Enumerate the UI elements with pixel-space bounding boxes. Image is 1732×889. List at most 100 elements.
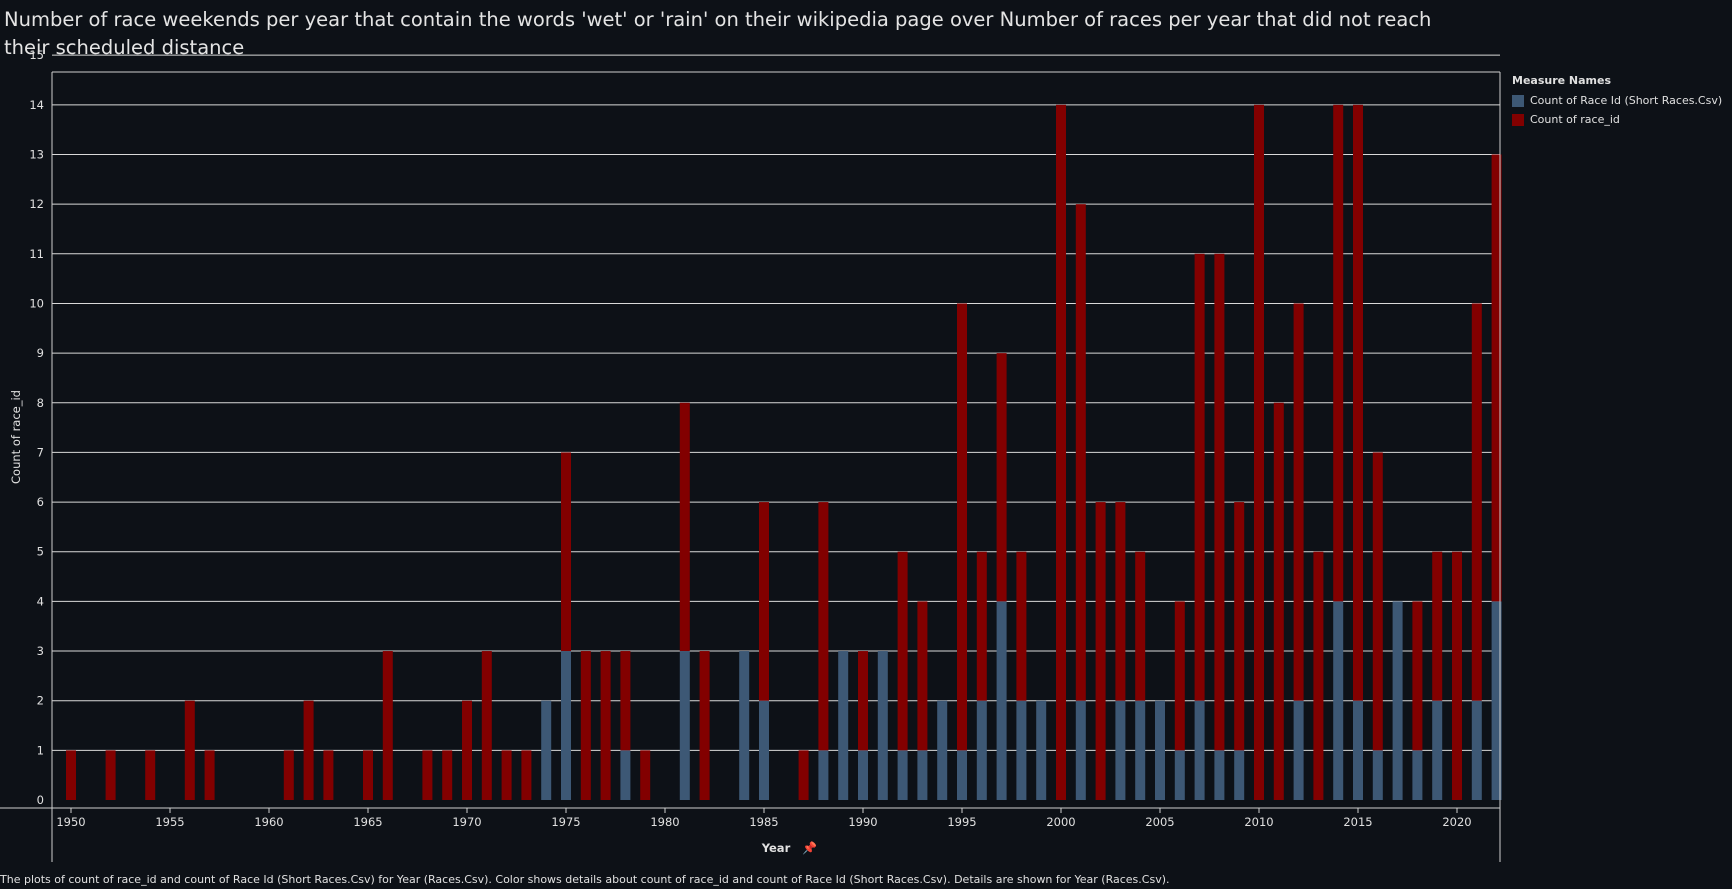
- bar-race-id-1962[interactable]: [303, 700, 314, 800]
- bar-short-races-2018[interactable]: [1412, 750, 1423, 800]
- bar-short-races-1984[interactable]: [739, 651, 750, 800]
- bar-short-races-2014[interactable]: [1333, 601, 1344, 800]
- bar-race-id-1966[interactable]: [382, 651, 393, 800]
- x-tick-label: 2000: [1046, 815, 1075, 829]
- bar-race-id-1981[interactable]: [679, 402, 690, 652]
- bar-race-id-1973[interactable]: [521, 750, 532, 800]
- bar-short-races-1999[interactable]: [1036, 700, 1047, 800]
- bar-race-id-1979[interactable]: [640, 750, 651, 800]
- bar-short-races-1985[interactable]: [759, 700, 769, 800]
- bar-race-id-1976[interactable]: [580, 651, 591, 800]
- bar-race-id-2007[interactable]: [1194, 253, 1205, 701]
- bar-short-races-2009[interactable]: [1234, 750, 1245, 800]
- bar-race-id-1990[interactable]: [858, 651, 868, 751]
- bar-race-id-1968[interactable]: [422, 750, 433, 800]
- bar-race-id-1972[interactable]: [501, 750, 512, 800]
- bar-race-id-2008[interactable]: [1214, 253, 1225, 751]
- bar-race-id-1997[interactable]: [996, 353, 1007, 602]
- bar-short-races-1996[interactable]: [976, 700, 987, 800]
- bar-short-races-2004[interactable]: [1135, 700, 1146, 800]
- bar-short-races-1994[interactable]: [937, 700, 948, 800]
- bar-race-id-1985[interactable]: [759, 502, 769, 701]
- bar-short-races-1993[interactable]: [917, 750, 928, 800]
- bar-race-id-2015[interactable]: [1353, 104, 1363, 701]
- bar-short-races-1991[interactable]: [877, 651, 888, 800]
- bar-short-races-2006[interactable]: [1174, 750, 1185, 800]
- bar-short-races-2017[interactable]: [1392, 601, 1403, 800]
- bar-race-id-1965[interactable]: [363, 750, 373, 800]
- bar-race-id-1978[interactable]: [620, 651, 631, 751]
- bar-race-id-1995[interactable]: [957, 303, 967, 751]
- bar-race-id-2001[interactable]: [1075, 204, 1086, 701]
- legend-item-race-id[interactable]: Count of race_id: [1512, 110, 1722, 129]
- bar-race-id-1987[interactable]: [798, 750, 809, 800]
- bar-short-races-1978[interactable]: [620, 750, 631, 800]
- bar-short-races-1997[interactable]: [996, 601, 1007, 800]
- bar-race-id-1993[interactable]: [917, 601, 928, 751]
- bar-race-id-1956[interactable]: [184, 700, 195, 800]
- bar-race-id-1998[interactable]: [1016, 551, 1027, 701]
- bar-short-races-2003[interactable]: [1115, 700, 1126, 800]
- bar-short-races-2008[interactable]: [1214, 750, 1225, 800]
- bar-race-id-1982[interactable]: [699, 651, 710, 800]
- bar-race-id-2019[interactable]: [1432, 551, 1443, 701]
- bar-short-races-1998[interactable]: [1016, 700, 1027, 800]
- bar-race-id-1969[interactable]: [442, 750, 453, 800]
- bar-short-races-2019[interactable]: [1432, 700, 1443, 800]
- bar-short-races-1975[interactable]: [561, 651, 571, 800]
- bar-race-id-2014[interactable]: [1333, 104, 1344, 602]
- bar-race-id-2011[interactable]: [1273, 402, 1284, 800]
- bar-race-id-2010[interactable]: [1254, 104, 1264, 801]
- bar-race-id-2016[interactable]: [1372, 452, 1383, 751]
- bar-race-id-2020[interactable]: [1452, 551, 1462, 800]
- bar-race-id-2009[interactable]: [1234, 502, 1245, 751]
- bar-race-id-2000[interactable]: [1056, 104, 1066, 801]
- bar-short-races-2001[interactable]: [1075, 700, 1086, 800]
- bar-race-id-2021[interactable]: [1471, 303, 1482, 701]
- bar-short-races-2022[interactable]: [1491, 601, 1502, 800]
- bar-race-id-1950[interactable]: [66, 750, 76, 800]
- legend-item-short-races[interactable]: Count of Race Id (Short Races.Csv): [1512, 91, 1722, 110]
- bar-short-races-1995[interactable]: [957, 750, 967, 800]
- bar-race-id-1996[interactable]: [976, 551, 987, 701]
- pin-icon[interactable]: 📌: [802, 840, 817, 855]
- bar-race-id-1988[interactable]: [818, 502, 829, 751]
- bar-short-races-1990[interactable]: [858, 750, 868, 800]
- bar-short-races-2005[interactable]: [1155, 700, 1165, 800]
- bars[interactable]: [66, 104, 1502, 801]
- bar-race-id-2012[interactable]: [1293, 303, 1304, 701]
- bar-race-id-2004[interactable]: [1135, 551, 1146, 701]
- bar-race-id-1970[interactable]: [462, 700, 472, 800]
- bar-race-id-1963[interactable]: [323, 750, 334, 800]
- bar-race-id-1957[interactable]: [204, 750, 215, 800]
- x-tick-label: 1980: [650, 815, 679, 829]
- bar-race-id-2018[interactable]: [1412, 601, 1423, 751]
- y-axis-title: Count of race_id: [9, 390, 23, 484]
- bar-race-id-2013[interactable]: [1313, 551, 1324, 800]
- bar-short-races-2015[interactable]: [1353, 700, 1363, 800]
- bar-short-races-1974[interactable]: [541, 700, 552, 800]
- bar-short-races-1989[interactable]: [838, 651, 849, 800]
- bar-race-id-1952[interactable]: [105, 750, 116, 800]
- bar-race-id-2022[interactable]: [1491, 154, 1502, 602]
- bar-short-races-1992[interactable]: [897, 750, 908, 800]
- bar-race-id-1961[interactable]: [283, 750, 294, 800]
- bar-short-races-2012[interactable]: [1293, 700, 1304, 800]
- x-tick-label: 2010: [1244, 815, 1273, 829]
- bar-race-id-1977[interactable]: [600, 651, 611, 800]
- bar-short-races-1988[interactable]: [818, 750, 829, 800]
- bar-race-id-1992[interactable]: [897, 551, 908, 751]
- y-tick-label: 13: [29, 147, 44, 161]
- bar-race-id-2003[interactable]: [1115, 502, 1126, 701]
- bar-short-races-2021[interactable]: [1471, 700, 1482, 800]
- bar-short-races-2007[interactable]: [1194, 700, 1205, 800]
- bar-short-races-1981[interactable]: [679, 651, 690, 800]
- bar-race-id-1954[interactable]: [145, 750, 156, 800]
- bar-race-id-2006[interactable]: [1174, 601, 1185, 751]
- bar-race-id-1971[interactable]: [481, 651, 492, 800]
- bar-race-id-2002[interactable]: [1095, 502, 1106, 800]
- bar-race-id-1975[interactable]: [561, 452, 571, 652]
- chart-caption: The plots of count of race_id and count …: [0, 873, 1170, 886]
- bar-short-races-2016[interactable]: [1372, 750, 1383, 800]
